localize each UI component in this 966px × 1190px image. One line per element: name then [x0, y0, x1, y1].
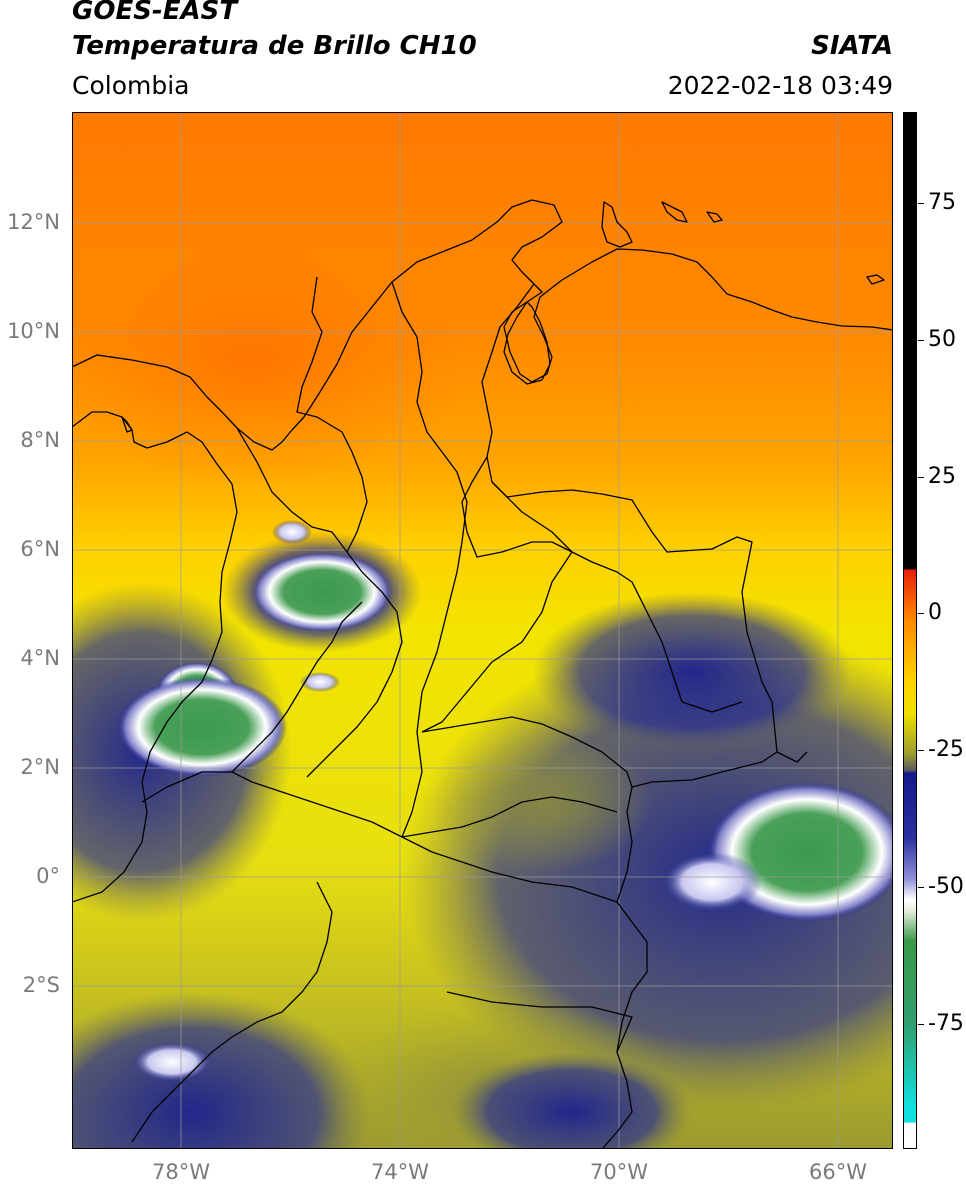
cloud-layer — [72, 520, 893, 1149]
island-bonaire — [706, 211, 723, 223]
internal-colombia-amazonas — [401, 796, 618, 838]
colorbar-tick-neg75 — [918, 1024, 924, 1025]
lake-maracaibo — [503, 301, 551, 385]
lat-label-10n: 10°N — [7, 319, 60, 343]
border-colombia-peru — [141, 771, 618, 903]
island-margarita — [866, 274, 885, 285]
title-line-2: Temperatura de Brillo CH10 — [72, 31, 477, 61]
storm-white-south — [132, 1042, 212, 1082]
colorbar-label-neg75: -75 — [928, 1011, 964, 1036]
storm-core-pacific — [117, 677, 287, 777]
border-colombia-venezuela — [481, 283, 808, 763]
cloud-central — [432, 732, 652, 872]
internal-colombia-depts-south — [421, 716, 633, 788]
island-aruba — [601, 201, 633, 248]
satellite-map — [72, 112, 893, 1149]
cloud-south-blobs — [452, 1052, 692, 1149]
colorbar-tick-75 — [918, 203, 924, 204]
storm-core-andes — [252, 552, 392, 632]
storm-white-nw — [272, 520, 312, 544]
region-label: Colombia — [72, 71, 190, 100]
cloud-east-band-north — [532, 592, 852, 752]
lon-label-78w: 78°W — [152, 1160, 210, 1184]
colorbar-tick-25 — [918, 477, 924, 478]
border-peru-ecuador — [131, 881, 333, 1143]
lat-label-8n: 8°N — [20, 428, 60, 452]
borders — [72, 199, 893, 1149]
title-line-1: GOES-EAST — [72, 0, 238, 26]
internal-colombia-cauca — [231, 601, 363, 773]
colorbar-label-50: 50 — [928, 327, 956, 352]
colorbar-label-25: 25 — [928, 464, 956, 489]
coastline-caribbean — [72, 199, 893, 451]
storm-white-east — [662, 852, 762, 912]
internal-colombia-depts-east — [461, 456, 743, 713]
internal-colombia-llanos — [421, 481, 573, 733]
internal-colombia-depts-mid — [391, 281, 468, 838]
lon-label-66w: 66°W — [809, 1160, 867, 1184]
internal-colombia-antioquia — [236, 427, 348, 553]
colorbar-label-75: 75 — [928, 190, 956, 215]
map-canvas — [72, 112, 893, 1149]
warm-region — [72, 242, 472, 482]
colorbar-label-neg25: -25 — [928, 737, 964, 762]
border-colombia-brazil — [601, 751, 778, 1149]
lat-label-2n: 2°N — [20, 755, 60, 779]
internal-colombia-depts-north — [296, 276, 403, 778]
timestamp-label: 2022-02-18 03:49 — [667, 71, 893, 100]
coastline-pacific — [72, 411, 238, 903]
colorbar-tick-50 — [918, 340, 924, 341]
lat-label-6n: 6°N — [20, 537, 60, 561]
island-san-andres — [121, 416, 133, 433]
lon-label-70w: 70°W — [590, 1160, 648, 1184]
colorbar-tick-0 — [918, 613, 924, 614]
colorbar-tick-neg50 — [918, 887, 924, 888]
colorbar-label-neg50: -50 — [928, 874, 964, 899]
colorbar — [903, 112, 917, 1149]
colorbar-tick-neg25 — [918, 750, 924, 751]
lat-label-4n: 4°N — [20, 646, 60, 670]
storm-white-center — [300, 672, 340, 692]
colorbar-label-0: 0 — [928, 600, 942, 625]
map-frame — [72, 112, 893, 1149]
brand-label: SIATA — [811, 31, 893, 61]
lat-label-2s: 2°S — [22, 973, 60, 997]
cloud-pacific-south — [72, 992, 372, 1149]
lat-label-0: 0° — [36, 864, 60, 888]
lon-label-74w: 74°W — [371, 1160, 429, 1184]
border-peru-brazil — [446, 991, 633, 1053]
lat-label-12n: 12°N — [7, 210, 60, 234]
island-curacao — [661, 201, 688, 223]
